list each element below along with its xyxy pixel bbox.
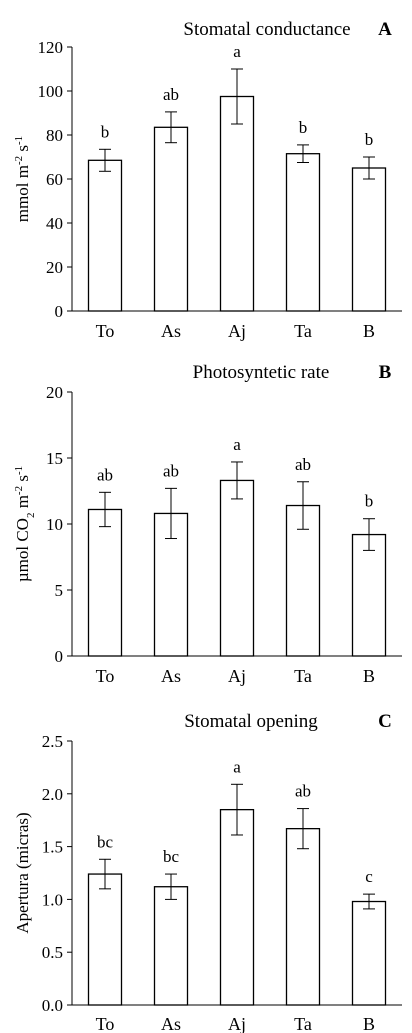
panel-label: C xyxy=(378,711,392,732)
x-category-label: As xyxy=(161,1014,181,1033)
significance-letter: ab xyxy=(163,85,179,104)
chart-panel-b: Photosyntetic rate B 0 5 10 15 20 µmol CO2 m-2 … xyxy=(13,362,402,686)
x-category-label: As xyxy=(161,321,181,341)
bar-aj xyxy=(219,808,255,1006)
x-category-label: Aj xyxy=(228,1014,246,1033)
significance-letter: ab xyxy=(295,455,311,474)
y-tick-label: 20 xyxy=(46,258,63,277)
y-tick-label: 1.5 xyxy=(42,838,63,857)
significance-letter: a xyxy=(233,435,241,454)
x-category-label: Ta xyxy=(294,666,312,686)
bar-aj xyxy=(219,479,255,657)
y-axis-label: mmol m-2 s-1 xyxy=(13,136,32,222)
y-tick-label: 2.0 xyxy=(42,785,63,804)
y-tick-label: 60 xyxy=(46,170,63,189)
significance-letter: bc xyxy=(163,847,180,866)
y-tick-label: 10 xyxy=(46,515,63,534)
x-category-label: Aj xyxy=(228,666,246,686)
y-axis-label-part: -2 xyxy=(13,156,25,165)
y-tick-label: 40 xyxy=(46,214,63,233)
significance-letter: ab xyxy=(295,782,311,801)
chart-panel-c: Stomatal opening C 0.0 0.5 1.0 1.5 2.0 2.5 Apert… xyxy=(13,711,402,1033)
y-axis-label-part: -1 xyxy=(13,466,25,475)
bar-ta xyxy=(285,504,321,657)
y-axis-label: Apertura (micras) xyxy=(13,812,32,933)
x-category-label: B xyxy=(363,321,375,341)
significance-letter: b xyxy=(299,118,308,137)
bar-b xyxy=(351,167,387,312)
significance-letter: ab xyxy=(163,461,179,480)
chart-title: Photosyntetic rate xyxy=(193,362,330,383)
chart-panel-a: Stomatal conductance A 0 20 40 60 80 100 120 mmol… xyxy=(13,19,402,341)
panel-label: B xyxy=(379,362,392,383)
significance-letter: b xyxy=(365,492,374,511)
significance-letter: b xyxy=(365,130,374,149)
y-axis-label-part: m xyxy=(13,495,32,512)
bar-to xyxy=(87,873,123,1006)
y-tick-label: 15 xyxy=(46,449,63,468)
y-tick-label: 80 xyxy=(46,126,63,145)
y-axis-label: µmol CO2 m-2 s-1 xyxy=(13,466,37,582)
bar-b xyxy=(351,533,387,657)
x-category-label: Ta xyxy=(294,321,312,341)
chart-title: Stomatal conductance xyxy=(183,19,350,40)
bar-as xyxy=(153,886,189,1006)
y-axis-label-part: mmol m xyxy=(13,165,32,222)
y-tick-label: 5 xyxy=(55,581,64,600)
y-axis-label-part: s xyxy=(13,145,32,156)
bar-as xyxy=(153,126,189,312)
x-category-label: To xyxy=(96,666,115,686)
x-category-label: To xyxy=(96,321,115,341)
bar-ta xyxy=(285,827,321,1006)
x-category-label: Aj xyxy=(228,321,246,341)
y-axis-label-part: µmol CO xyxy=(13,518,32,582)
bar-ta xyxy=(285,153,321,312)
y-tick-label: 0.5 xyxy=(42,943,63,962)
significance-letter: c xyxy=(365,867,373,886)
y-axis-label-part: -1 xyxy=(13,136,25,145)
significance-letter: b xyxy=(101,122,110,141)
bar-aj xyxy=(219,95,255,312)
y-tick-label: 2.5 xyxy=(42,732,63,751)
y-tick-label: 0.0 xyxy=(42,996,63,1015)
chart-title: Stomatal opening xyxy=(184,711,318,732)
panel-label: A xyxy=(378,19,392,40)
x-category-label: B xyxy=(363,666,375,686)
significance-letter: ab xyxy=(97,465,113,484)
y-tick-label: 0 xyxy=(55,302,64,321)
bar-b xyxy=(351,900,387,1006)
y-axis-label-part: s xyxy=(13,475,32,486)
x-category-label: Ta xyxy=(294,1014,312,1033)
y-axis-label-part: 2 xyxy=(25,513,37,519)
y-tick-label: 0 xyxy=(55,647,64,666)
x-category-label: To xyxy=(96,1014,115,1033)
y-tick-label: 120 xyxy=(38,38,64,57)
y-tick-label: 20 xyxy=(46,383,63,402)
y-tick-label: 1.0 xyxy=(42,890,63,909)
bar-to xyxy=(87,508,123,657)
x-category-label: B xyxy=(363,1014,375,1033)
y-tick-label: 100 xyxy=(38,82,64,101)
x-category-label: As xyxy=(161,666,181,686)
significance-letter: a xyxy=(233,42,241,61)
y-axis-label-part: Apertura (micras) xyxy=(13,812,32,933)
significance-letter: a xyxy=(233,757,241,776)
y-axis-label-part: -2 xyxy=(13,486,25,495)
bar-to xyxy=(87,159,123,312)
significance-letter: bc xyxy=(97,832,114,851)
